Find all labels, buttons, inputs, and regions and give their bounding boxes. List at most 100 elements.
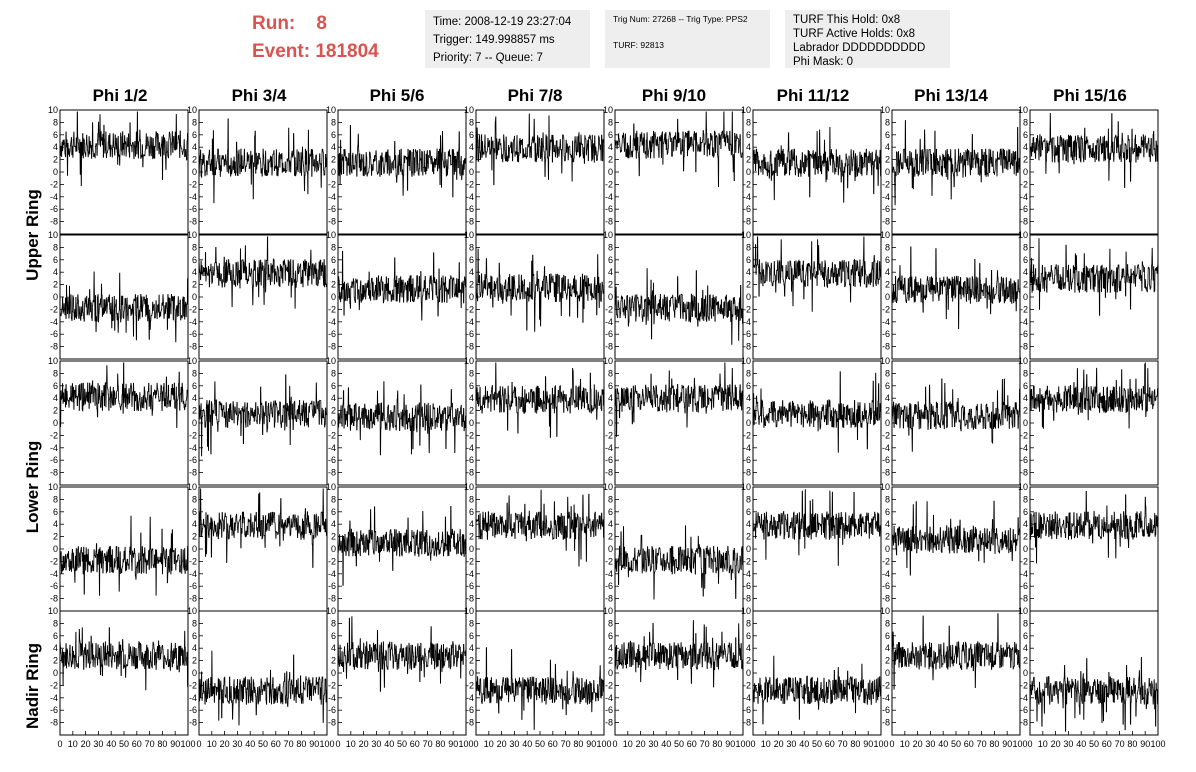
y-tick-label: 4 bbox=[192, 393, 197, 403]
y-tick-label: 4 bbox=[469, 393, 474, 403]
y-tick-label: 8 bbox=[746, 242, 751, 252]
y-tick-label: 0 bbox=[53, 668, 58, 678]
y-tick-label: 10 bbox=[464, 105, 474, 115]
y-tick-label: 8 bbox=[192, 242, 197, 252]
x-tick-label: 50 bbox=[258, 739, 268, 749]
y-tick-label: 10 bbox=[880, 105, 890, 115]
waveform-series bbox=[475, 489, 605, 567]
y-tick-label: 10 bbox=[326, 356, 336, 366]
y-tick-label: 0 bbox=[746, 418, 751, 428]
y-tick-label: -2 bbox=[328, 430, 336, 440]
panel-frame bbox=[614, 610, 744, 736]
y-tick-label: -4 bbox=[743, 693, 751, 703]
y-tick-label: 0 bbox=[331, 544, 336, 554]
x-tick-label: 50 bbox=[812, 739, 822, 749]
y-tick-label: 8 bbox=[53, 494, 58, 504]
y-tick-label: 6 bbox=[885, 130, 890, 140]
y-tick-label: -6 bbox=[328, 705, 336, 715]
y-tick-label: 2 bbox=[885, 656, 890, 666]
y-tick-label: 2 bbox=[469, 280, 474, 290]
y-tick-label: 8 bbox=[608, 368, 613, 378]
y-tick-label: 8 bbox=[1023, 117, 1028, 127]
y-tick-label: -6 bbox=[328, 204, 336, 214]
y-tick-label: -8 bbox=[50, 217, 58, 227]
y-tick-label: 6 bbox=[885, 631, 890, 641]
waveform-series bbox=[752, 489, 882, 566]
y-tick-label: -6 bbox=[50, 329, 58, 339]
x-tick-label: 80 bbox=[435, 739, 445, 749]
y-tick-label: 0 bbox=[608, 668, 613, 678]
y-tick-label: 10 bbox=[48, 105, 58, 115]
y-tick-label: -2 bbox=[743, 179, 751, 189]
y-tick-label: -4 bbox=[743, 443, 751, 453]
y-tick-label: -6 bbox=[743, 581, 751, 591]
y-tick-label: -6 bbox=[189, 329, 197, 339]
y-tick-label: -4 bbox=[50, 192, 58, 202]
y-tick-label: -6 bbox=[50, 455, 58, 465]
panel-frame bbox=[59, 109, 189, 235]
y-tick-label: -6 bbox=[1020, 581, 1028, 591]
y-tick-label: 0 bbox=[192, 668, 197, 678]
y-tick-label: 10 bbox=[464, 606, 474, 616]
x-tick-label: 20 bbox=[1051, 739, 1061, 749]
y-tick-label: -4 bbox=[328, 317, 336, 327]
x-tick-label: 60 bbox=[687, 739, 697, 749]
y-tick-label: 2 bbox=[192, 532, 197, 542]
y-tick-label: -2 bbox=[189, 680, 197, 690]
waveform-series bbox=[752, 127, 882, 203]
y-tick-label: -4 bbox=[882, 443, 890, 453]
y-tick-label: 8 bbox=[746, 494, 751, 504]
phi-header: Phi 15/16 bbox=[1053, 86, 1127, 105]
y-tick-label: 4 bbox=[469, 142, 474, 152]
y-tick-label: -4 bbox=[189, 443, 197, 453]
y-tick-label: -6 bbox=[1020, 204, 1028, 214]
panel-frame bbox=[475, 610, 605, 736]
y-tick-label: -2 bbox=[743, 304, 751, 314]
y-tick-label: 0 bbox=[331, 292, 336, 302]
waveform-series bbox=[614, 111, 744, 187]
waveform-series bbox=[614, 620, 744, 688]
x-tick-label: 10 bbox=[900, 739, 910, 749]
y-tick-label: 6 bbox=[885, 507, 890, 517]
y-tick-label: -4 bbox=[1020, 693, 1028, 703]
y-tick-label: -4 bbox=[466, 569, 474, 579]
y-tick-label: -6 bbox=[189, 455, 197, 465]
y-tick-label: -4 bbox=[328, 192, 336, 202]
y-tick-label: 10 bbox=[1018, 482, 1028, 492]
y-tick-label: 0 bbox=[885, 668, 890, 678]
y-tick-label: 2 bbox=[1023, 155, 1028, 165]
y-tick-label: -8 bbox=[605, 217, 613, 227]
x-tick-label: 40 bbox=[106, 739, 116, 749]
y-tick-label: 0 bbox=[53, 418, 58, 428]
panel-frame bbox=[198, 610, 328, 736]
x-tick-label: 10 bbox=[1038, 739, 1048, 749]
waveform-series bbox=[752, 371, 882, 453]
x-tick-label: 30 bbox=[786, 739, 796, 749]
y-tick-label: 6 bbox=[1023, 507, 1028, 517]
y-tick-label: -8 bbox=[1020, 342, 1028, 352]
y-tick-label: 8 bbox=[469, 618, 474, 628]
x-tick-label: 100 bbox=[319, 739, 334, 749]
y-tick-label: 10 bbox=[187, 482, 197, 492]
turf-panel: TURF This Hold: 0x8 TURF Active Holds: 0… bbox=[785, 10, 950, 68]
x-tick-label: 20 bbox=[913, 739, 923, 749]
y-tick-label: -2 bbox=[882, 430, 890, 440]
y-tick-label: 10 bbox=[603, 482, 613, 492]
y-tick-label: -6 bbox=[50, 581, 58, 591]
y-tick-label: -8 bbox=[743, 468, 751, 478]
y-tick-label: 6 bbox=[885, 255, 890, 265]
turf-text: TURF: 92813 bbox=[613, 40, 665, 50]
y-tick-label: 2 bbox=[53, 656, 58, 666]
y-tick-label: 0 bbox=[885, 167, 890, 177]
x-tick-label: 70 bbox=[838, 739, 848, 749]
y-tick-label: -2 bbox=[605, 556, 613, 566]
phi-header: Phi 7/8 bbox=[507, 86, 563, 105]
y-tick-label: 0 bbox=[608, 167, 613, 177]
panel-frame bbox=[475, 486, 605, 612]
waveform-series bbox=[752, 236, 882, 312]
x-tick-label: 80 bbox=[1127, 739, 1137, 749]
y-tick-label: 2 bbox=[53, 155, 58, 165]
y-tick-label: 2 bbox=[608, 406, 613, 416]
trigger-text: Trigger: 149.998857 ms bbox=[433, 34, 555, 46]
